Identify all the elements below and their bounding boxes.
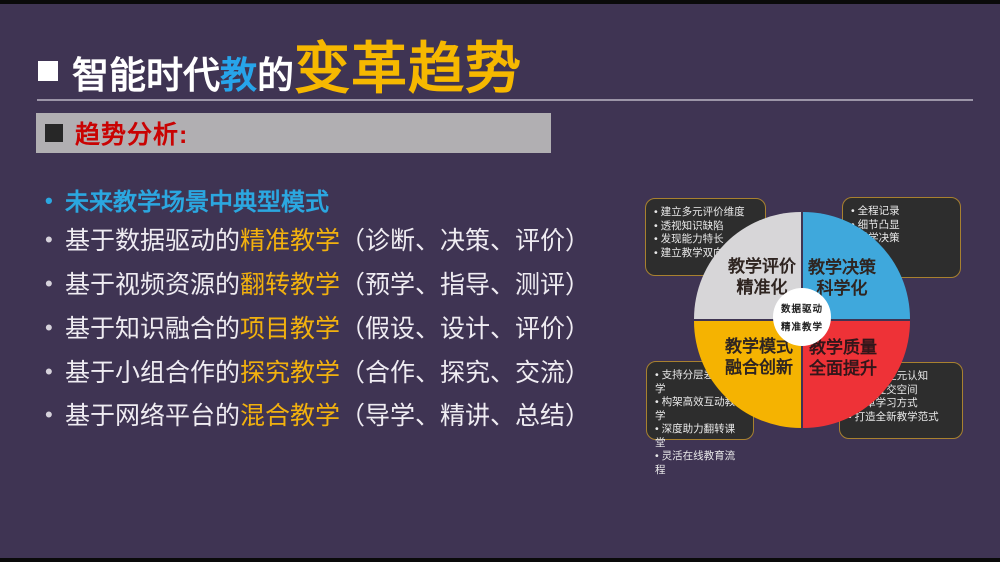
title-bullet-square [38,61,58,81]
quadrant-label-decision: 教学决策 科学化 [792,257,892,299]
bullet-dot-icon: • [45,271,53,296]
list-item-suffix: （诊断、决策、评价） [340,228,591,255]
list-item: • 基于网络平台的混合教学（导学、精讲、总结） [45,396,590,432]
section-bullet-square [45,124,63,142]
quadrant-label-line: 教学模式 [725,337,793,356]
list-item: • 基于视频资源的翻转教学（预学、指导、测评） [45,265,590,301]
quadrant-label-line: 全面提升 [809,359,877,378]
title-segment-blue: 教 [220,55,257,96]
info-box-item: 打造全新教学范式 [848,411,954,425]
list-item-text: 未来教学场景中典型模式 [65,189,329,216]
quadrant-label-mode: 教学模式 融合创新 [709,336,809,378]
quadrant-label-line: 教学决策 [808,258,876,277]
list-item: • 未来教学场景中典型模式 [45,182,329,217]
section-header-bar: 趋势分析: [36,113,551,153]
top-edge-bar [0,0,1000,4]
diagram-center-badge: 数据驱动 精准教学 [773,288,831,346]
bullet-dot-icon: • [45,402,53,427]
list-item-highlight: 混合教学 [240,403,341,430]
list-item-prefix: 基于网络平台的 [65,403,241,430]
quadrant-label-evaluation: 教学评价 精准化 [712,256,812,298]
list-item-prefix: 基于知识融合的 [65,316,241,343]
quadrant-label-line: 教学评价 [728,257,796,276]
list-item: • 基于数据驱动的精准教学（诊断、决策、评价） [45,221,590,257]
list-item-prefix: 基于数据驱动的 [65,228,241,255]
quadrant-label-line: 科学化 [816,279,868,298]
info-box-item: 全程记录 [851,205,952,219]
quadrant-label-line: 教学质量 [809,338,877,357]
list-item-suffix: （假设、设计、评价） [340,316,591,343]
info-box-item: 深度助力翻转课堂 [655,423,745,450]
info-box-item: 灵活在线教育流程 [655,450,745,477]
list-item-highlight: 翻转教学 [240,272,341,299]
quadrant-label-line: 融合创新 [725,358,793,377]
section-label: 趋势分析: [75,121,189,149]
title-segment-yellow: 变革趋势 [294,37,522,100]
info-box-item: 建立多元评价维度 [654,206,757,220]
list-item-highlight: 项目教学 [240,316,341,343]
list-item-highlight: 探究教学 [240,360,341,387]
bullet-dot-icon: • [45,315,53,340]
info-box-item: 透视知识缺陷 [654,220,757,234]
page-title: 智能时代教的变革趋势 [72,24,522,105]
bullet-dot-icon: • [45,188,53,213]
info-box-item: 细节凸显 [851,219,952,233]
center-badge-line: 精准教学 [780,322,823,333]
list-item: • 基于知识融合的项目教学（假设、设计、评价） [45,309,590,345]
list-item-suffix: （导学、精讲、总结） [340,403,591,430]
quadrant-label-line: 精准化 [736,278,788,297]
title-segment-white-1: 智能时代 [72,55,220,96]
bullet-dot-icon: • [45,359,53,384]
center-badge-line: 数据驱动 [780,304,823,315]
info-box-item: 发现能力特长 [654,233,757,247]
title-segment-white-2: 的 [257,55,294,96]
quadrant-label-quality: 教学质量 全面提升 [793,337,893,379]
list-item-highlight: 精准教学 [240,228,341,255]
list-item-suffix: （合作、探究、交流） [340,360,591,387]
bullet-dot-icon: • [45,227,53,252]
list-item-prefix: 基于小组合作的 [65,360,241,387]
list-item: • 基于小组合作的探究教学（合作、探究、交流） [45,353,590,389]
title-divider-line [37,99,973,101]
info-box-item: 构架高效互动教学 [655,396,745,423]
list-item-suffix: （预学、指导、测评） [340,272,591,299]
list-item-prefix: 基于视频资源的 [65,272,241,299]
bottom-edge-bar [0,558,1000,562]
